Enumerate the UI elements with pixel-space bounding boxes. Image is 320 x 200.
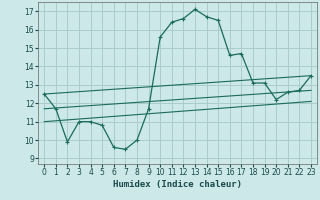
X-axis label: Humidex (Indice chaleur): Humidex (Indice chaleur) — [113, 180, 242, 189]
